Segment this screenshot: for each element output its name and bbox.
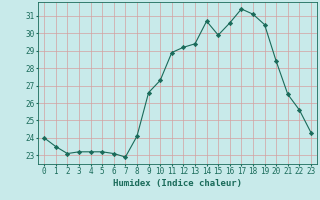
X-axis label: Humidex (Indice chaleur): Humidex (Indice chaleur) (113, 179, 242, 188)
